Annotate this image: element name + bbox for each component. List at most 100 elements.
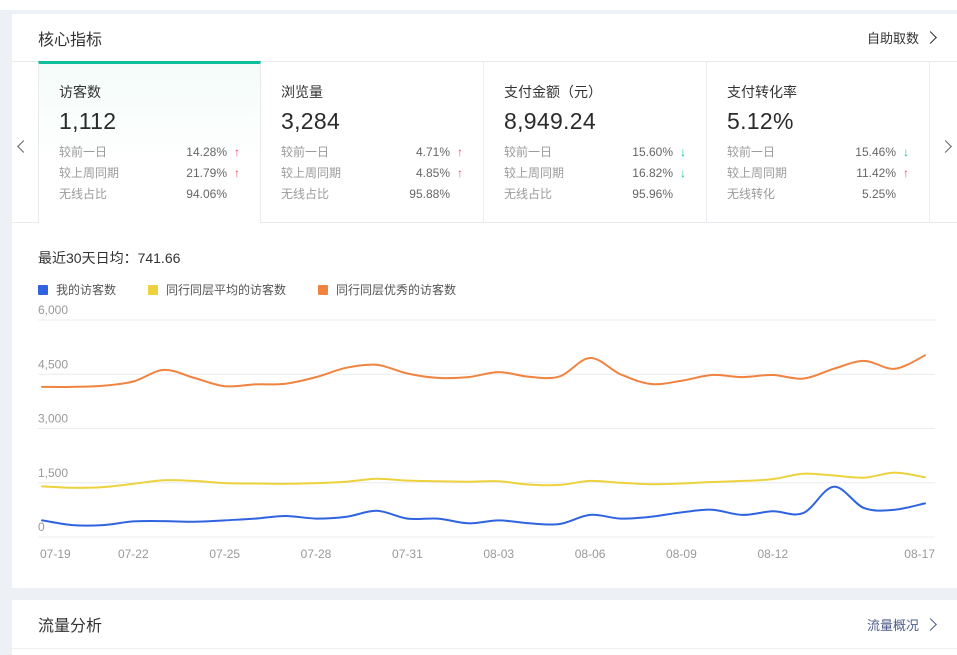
compare-row-value: 4.71%	[415, 145, 450, 159]
y-axis-label: 1,500	[38, 466, 68, 480]
previous-panel-edge	[0, 0, 957, 10]
metric-compare-row: 较前一日 15.46% ↓	[727, 142, 909, 163]
compare-row-value: 94.06%	[186, 187, 227, 201]
legend-swatch-icon	[38, 284, 48, 295]
metric-tab-0[interactable]: 访客数 1,112 较前一日 14.28% ↑ 较上周同期 21.79% ↑ 无线占比 94.06…	[38, 61, 261, 223]
compare-row-value: 15.60%	[632, 145, 673, 159]
compare-row-value: 16.82%	[632, 166, 673, 180]
metric-compare-row: 较前一日 15.60% ↓	[504, 142, 686, 163]
series-line-2	[41, 354, 926, 388]
x-axis-label: 08-09	[666, 547, 697, 561]
metric-compare-rows: 较前一日 15.60% ↓ 较上周同期 16.82% ↓ 无线占比 95.96%	[504, 142, 686, 205]
metric-compare-row: 较前一日 14.28% ↑	[59, 142, 240, 163]
metric-compare-rows: 较前一日 4.71% ↑ 较上周同期 4.85% ↑ 无线占比 95.88%	[281, 142, 463, 205]
compare-row-label: 较上周同期	[727, 166, 788, 180]
legend-swatch-icon	[318, 284, 329, 295]
trend-up-icon: ↑	[457, 145, 463, 159]
metric-tab-2[interactable]: 支付金额（元） 8,949.24 较前一日 15.60% ↓ 较上周同期 16.82% ↓ 无线…	[484, 62, 707, 222]
legend-item-2[interactable]: 同行同层优秀的访客数	[318, 281, 456, 298]
legend-item-1[interactable]: 同行同层平均的访客数	[148, 281, 286, 298]
metric-compare-row: 较上周同期 4.85% ↑	[281, 163, 463, 184]
compare-row-label: 无线转化	[727, 187, 776, 201]
x-axis-label: 07-22	[118, 547, 149, 561]
scroll-left-button[interactable]	[15, 138, 31, 154]
traffic-overview-label: 流量概况	[866, 617, 919, 633]
x-axis-label: 08-06	[575, 547, 606, 561]
metric-compare-row: 无线占比 95.96%	[504, 184, 686, 205]
traffic-section-title: 流量分析	[38, 618, 103, 635]
legend-item-0[interactable]: 我的访客数	[38, 281, 116, 298]
legend-label: 同行同层优秀的访客数	[336, 283, 457, 297]
y-axis-label: 4,500	[38, 357, 68, 371]
metric-label: 支付金额（元）	[504, 84, 602, 100]
legend-label: 我的访客数	[56, 283, 117, 297]
metric-tab-1[interactable]: 浏览量 3,284 较前一日 4.71% ↑ 较上周同期 4.85% ↑ 无线占比 95.88%	[261, 62, 484, 222]
compare-row-value: 15.46%	[855, 145, 896, 159]
x-axis-label: 08-03	[483, 547, 514, 561]
self-service-data-label: 自助取数	[866, 31, 919, 46]
traffic-analysis-header: 流量分析 流量概况	[12, 600, 957, 649]
x-axis-label: 08-12	[757, 547, 788, 561]
metric-compare-rows: 较前一日 14.28% ↑ 较上周同期 21.79% ↑ 无线占比 94.06%	[59, 142, 240, 205]
metric-compare-row: 无线转化 5.25%	[727, 184, 909, 205]
metric-value: 5.12%	[727, 108, 794, 134]
metric-tab-3[interactable]: 支付转化率 5.12% 较前一日 15.46% ↓ 较上周同期 11.42% ↑ 无线转化 5.2…	[707, 62, 930, 222]
y-axis-label: 3,000	[38, 412, 68, 426]
compare-row-value: 95.88%	[409, 187, 450, 201]
y-axis-label: 6,000	[38, 303, 68, 317]
trend-up-icon: ↑	[234, 166, 240, 180]
compare-row-label: 无线占比	[281, 187, 330, 201]
metric-value: 1,112	[59, 108, 117, 134]
metric-value: 3,284	[281, 108, 341, 134]
trend-up-icon: ↑	[234, 145, 240, 159]
metric-value: 8,949.24	[504, 108, 596, 134]
core-metrics-panel: 核心指标 自助取数 访客数 1,112 较前一日 14.28% ↑ 较上周同期 21.79%…	[12, 14, 957, 588]
trend-up-icon: ↑	[457, 166, 463, 180]
legend-label: 同行同层平均的访客数	[166, 283, 287, 297]
compare-row-value: 14.28%	[186, 145, 227, 159]
compare-row-value: 5.25%	[861, 187, 896, 201]
metric-compare-row: 较上周同期 21.79% ↑	[59, 163, 240, 184]
metric-compare-row: 无线占比 95.88%	[281, 184, 463, 205]
metric-compare-rows: 较前一日 15.46% ↓ 较上周同期 11.42% ↑ 无线转化 5.25%	[727, 142, 909, 205]
traffic-analysis-panel: 流量分析 流量概况	[12, 600, 957, 655]
series-line-0	[41, 485, 926, 527]
y-axis-label: 0	[38, 520, 45, 534]
trend-up-icon: ↑	[903, 166, 909, 180]
visitors-line-chart: 0 1,500 3,000 4,500 6,000 07-19 07-22 07-25 07-2…	[38, 302, 943, 580]
compare-row-value: 21.79%	[186, 166, 227, 180]
compare-row-label: 较前一日	[281, 145, 330, 159]
scroll-right-button[interactable]	[937, 138, 953, 154]
self-service-data-link[interactable]: 自助取数	[866, 28, 937, 47]
metric-label: 访客数	[59, 84, 101, 100]
trend-down-icon: ↓	[680, 166, 686, 180]
compare-row-value: 95.96%	[632, 187, 673, 201]
compare-row-label: 较前一日	[59, 145, 108, 159]
metric-compare-row: 较上周同期 11.42% ↑	[727, 163, 909, 184]
compare-row-label: 较前一日	[727, 145, 776, 159]
chart-canvas: 0 1,500 3,000 4,500 6,000 07-19 07-22 07-25 07-2…	[38, 303, 935, 561]
x-axis-label: 07-19	[40, 547, 71, 561]
x-axis-label: 07-31	[392, 547, 423, 561]
compare-row-value: 11.42%	[856, 166, 896, 180]
compare-row-label: 较上周同期	[59, 166, 120, 180]
chart-legend: 我的访客数 同行同层平均的访客数 同行同层优秀的访客数	[38, 281, 957, 298]
x-axis-label: 07-28	[301, 547, 332, 561]
compare-row-label: 无线占比	[504, 187, 553, 201]
x-axis-label: 07-25	[209, 547, 240, 561]
metric-compare-row: 较前一日 4.71% ↑	[281, 142, 463, 163]
core-metrics-header: 核心指标 自助取数	[12, 14, 957, 62]
series-line-1	[41, 471, 926, 489]
metric-compare-row: 无线占比 94.06%	[59, 184, 240, 205]
metric-tabs-row: 访客数 1,112 较前一日 14.28% ↑ 较上周同期 21.79% ↑ 无线占比 94.06…	[12, 61, 957, 223]
chevron-right-icon	[924, 617, 937, 631]
metric-label: 支付转化率	[727, 84, 797, 100]
x-axis-label: 08-17	[904, 547, 935, 561]
compare-row-label: 较上周同期	[504, 166, 565, 180]
chevron-right-icon	[924, 31, 937, 44]
compare-row-label: 较上周同期	[281, 166, 342, 180]
traffic-overview-link[interactable]: 流量概况	[866, 615, 937, 634]
chart-average-title: 最近30天日均：741.66	[38, 250, 181, 266]
trend-down-icon: ↓	[680, 145, 686, 159]
trend-down-icon: ↓	[903, 145, 909, 159]
